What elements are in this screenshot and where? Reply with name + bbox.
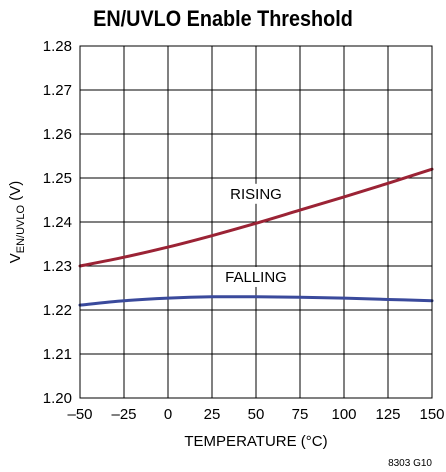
chart-title: EN/UVLO Enable Threshold [93, 6, 353, 31]
series-label-background [222, 183, 290, 204]
series-line-rising [78, 167, 434, 268]
y-tick-labels: 1.20 1.21 1.22 1.23 1.24 1.25 1.26 1.27 1.28 [43, 38, 72, 407]
x-tick-label: –50 [67, 406, 92, 423]
series-label-falling: FALLING [225, 269, 287, 286]
figure-footnote: 8303 G10 [388, 458, 432, 469]
x-tick-label: 125 [375, 406, 400, 423]
series-label-rising: RISING [230, 186, 282, 203]
series-label-background [217, 266, 295, 287]
x-tick-label: 100 [331, 406, 356, 423]
x-tick-labels: –50 –25 0 25 50 75 100 125 150 [67, 406, 444, 423]
series-line-falling [78, 295, 434, 307]
x-tick-label: 25 [204, 406, 221, 423]
y-axis-label-subscript: EN/UVLO [15, 204, 27, 253]
y-axis-label-unit-text: (V) [7, 181, 24, 201]
y-tick-label: 1.20 [43, 390, 72, 407]
y-tick-label: 1.28 [43, 38, 72, 55]
y-tick-label: 1.25 [43, 170, 72, 187]
y-tick-label: 1.23 [43, 258, 72, 275]
x-tick-label: 50 [248, 406, 265, 423]
x-tick-label: –25 [111, 406, 136, 423]
y-tick-label: 1.27 [43, 82, 72, 99]
x-tick-label: 75 [292, 406, 309, 423]
y-tick-label: 1.24 [43, 214, 72, 231]
series-labels: RISING FALLING [217, 183, 295, 287]
series-lines [78, 167, 434, 307]
y-tick-label: 1.22 [43, 302, 72, 319]
plot-frame [79, 45, 433, 399]
x-tick-label: 0 [164, 406, 172, 423]
x-tick-label: 150 [419, 406, 444, 423]
y-tick-label: 1.21 [43, 346, 72, 363]
y-axis-label: VEN/UVLO (V) [7, 181, 27, 263]
y-axis-label-main: V [7, 253, 24, 263]
x-axis-label: TEMPERATURE (°C) [184, 433, 327, 450]
y-tick-label: 1.26 [43, 126, 72, 143]
